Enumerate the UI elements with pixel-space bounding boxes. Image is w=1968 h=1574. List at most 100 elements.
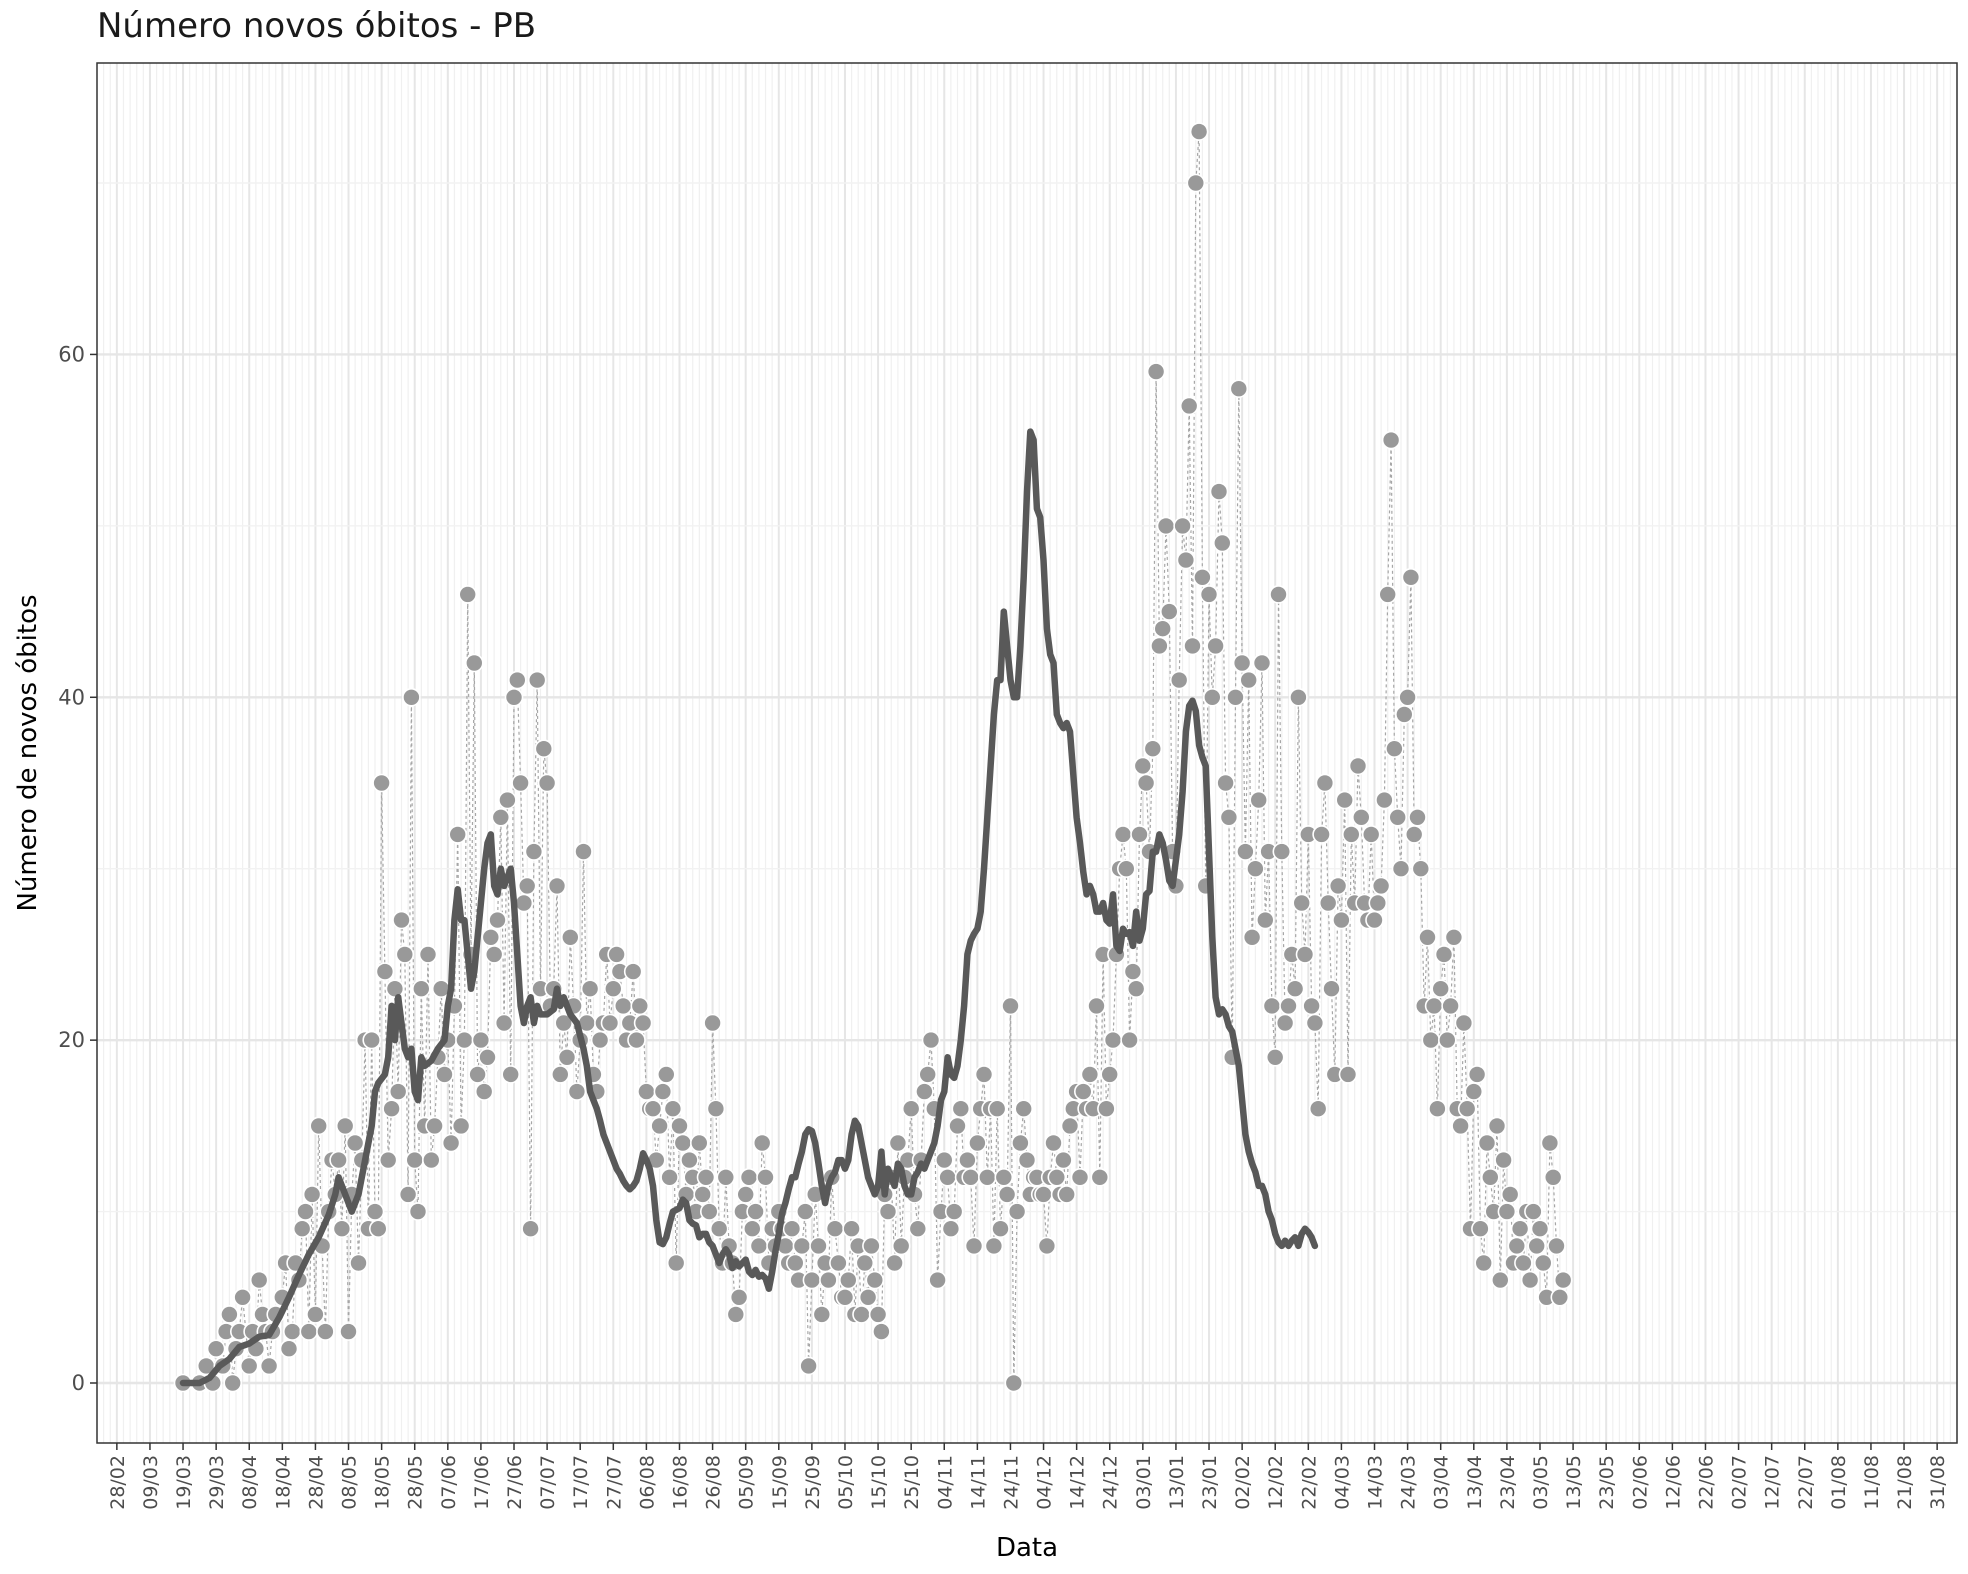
data-point [868,1305,888,1324]
data-point [458,585,478,604]
data-point [974,1065,994,1084]
data-point [630,996,650,1016]
data-point [802,1270,822,1290]
data-point [1126,979,1146,999]
data-point [885,1253,904,1273]
x-tick-label: 23/04 [1497,1455,1519,1510]
data-point [1100,1065,1119,1084]
data-point [296,1202,315,1221]
data-point [1169,670,1189,690]
x-tick-label: 04/03 [1331,1455,1353,1510]
data-point [964,1236,984,1256]
data-point [1395,705,1414,724]
data-point [1229,379,1249,399]
data-point [316,1322,335,1341]
data-point [987,1099,1007,1118]
x-tick-label: 02/02 [1232,1455,1254,1510]
data-point [673,1133,693,1153]
data-point [425,1116,444,1136]
plot-panel [96,62,1958,1444]
data-point [1497,1202,1517,1221]
x-tick-label: 24/12 [1100,1455,1122,1510]
data-point [382,1099,401,1118]
data-point [411,979,431,999]
data-point [696,1168,716,1187]
data-point [1173,516,1192,536]
data-point [498,790,517,810]
data-point [1361,825,1381,844]
data-point [1130,825,1149,844]
data-point [829,1253,848,1273]
data-point [1001,996,1020,1016]
data-point [362,1030,382,1050]
data-point [1143,739,1163,759]
data-point [1295,945,1315,964]
x-tick-label: 22/07 [1795,1455,1817,1510]
x-tick-label: 16/08 [670,1455,692,1510]
data-point [302,1185,322,1204]
data-point [726,1305,746,1324]
data-point [739,1168,759,1187]
x-tick-label: 03/05 [1530,1455,1552,1510]
data-point [514,893,534,913]
data-point [1338,1065,1358,1084]
data-point [653,1082,673,1101]
data-point [1434,945,1454,964]
data-point [1467,1065,1487,1084]
data-point [375,962,395,981]
data-point [1312,825,1331,844]
data-point [395,945,415,964]
data-point [785,1253,805,1273]
data-point [623,962,643,981]
x-tick-label: 17/06 [471,1455,493,1510]
x-tick-label: 27/06 [504,1455,526,1510]
data-point [580,979,600,999]
data-point [481,927,501,947]
data-point [795,1202,815,1221]
data-point [1103,1030,1123,1050]
data-point [1057,1185,1076,1204]
data-point [878,1202,898,1221]
data-point [938,1168,957,1187]
data-point [488,910,507,930]
data-point [1464,1082,1484,1101]
data-point [282,1322,302,1341]
data-point [1087,996,1106,1016]
data-point [729,1288,749,1307]
data-point [928,1270,947,1290]
data-point [961,1168,981,1187]
data-point [484,945,504,964]
data-point [1510,1219,1530,1238]
x-tick-label: 09/03 [140,1455,162,1510]
data-point [1272,842,1292,861]
data-point [1418,927,1437,947]
data-point [968,1133,987,1153]
data-point [716,1168,736,1187]
x-tick-label: 14/03 [1365,1455,1387,1510]
data-point [1206,636,1225,656]
x-tick-label: 29/03 [206,1455,228,1510]
data-point [239,1356,259,1376]
data-point [1097,1099,1116,1118]
data-point [372,773,391,793]
data-point [408,1202,428,1221]
data-point [1269,585,1288,604]
x-tick-label: 13/05 [1563,1455,1585,1510]
data-point [1477,1133,1497,1153]
data-point [567,1082,587,1101]
data-point [703,1013,722,1033]
data-point [349,1253,368,1273]
data-point [663,1099,683,1118]
x-tick-label: 13/04 [1464,1455,1486,1510]
data-point [1318,893,1338,913]
data-point [448,825,468,844]
x-tick-label: 23/05 [1596,1455,1618,1510]
data-point [1150,636,1169,656]
data-point [547,876,567,896]
grid [96,63,1958,1443]
data-point [782,1219,802,1238]
x-tick-label: 02/06 [1629,1455,1651,1510]
data-point [1203,687,1222,707]
data-point [378,1150,398,1170]
data-point [1262,996,1282,1016]
